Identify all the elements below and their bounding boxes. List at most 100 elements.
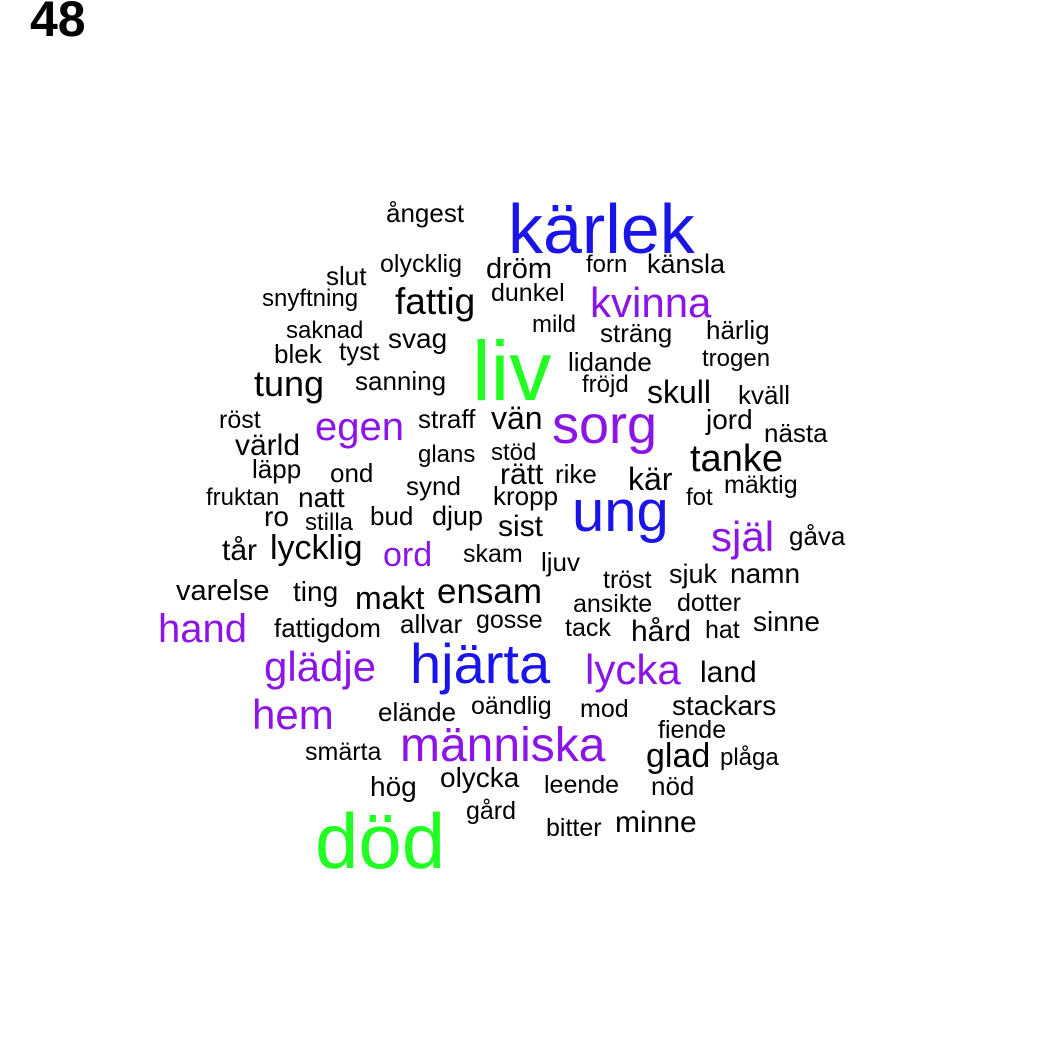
word-6: människa — [400, 719, 606, 772]
word-27: saknad — [286, 317, 363, 344]
word-33: tung — [254, 363, 324, 404]
word-10: hem — [252, 691, 334, 738]
word-85: elände — [378, 697, 456, 727]
word-92: plåga — [720, 744, 779, 771]
word-36: skull — [647, 374, 711, 410]
word-15: ångest — [386, 198, 465, 228]
word-86: oändlig — [471, 692, 552, 720]
word-12: egen — [315, 405, 404, 449]
word-71: varelse — [176, 575, 270, 607]
word-16: olycklig — [380, 250, 462, 278]
word-65: lycklig — [270, 529, 363, 567]
word-1: liv — [472, 324, 551, 418]
word-17: dröm — [486, 253, 552, 285]
word-78: allvar — [400, 609, 462, 639]
word-20: slut — [326, 261, 367, 291]
word-64: tår — [222, 534, 257, 567]
word-75: ansikte — [573, 590, 652, 618]
word-42: nästa — [764, 418, 828, 448]
word-40: vän — [491, 400, 543, 436]
word-98: bitter — [546, 814, 602, 842]
word-8: glädje — [264, 643, 376, 690]
word-54: natt — [298, 482, 345, 513]
word-82: hat — [705, 616, 740, 644]
word-58: ro — [264, 501, 289, 532]
word-74: ensam — [437, 572, 542, 611]
word-77: fattigdom — [274, 613, 381, 643]
word-22: fattig — [395, 281, 475, 322]
word-51: kär — [628, 461, 673, 497]
word-34: sanning — [355, 366, 446, 396]
word-18: forn — [586, 251, 627, 278]
word-80: tack — [565, 614, 611, 642]
word-26: härlig — [706, 315, 770, 345]
word-63: gåva — [789, 521, 846, 551]
word-32: trogen — [702, 345, 770, 372]
word-44: glans — [418, 441, 475, 468]
word-84: land — [700, 656, 757, 689]
word-5: sorg — [552, 395, 657, 455]
word-41: jord — [705, 404, 753, 435]
word-7: kvinna — [590, 279, 712, 326]
word-97: gård — [466, 797, 516, 825]
word-31: lidande — [568, 347, 652, 377]
word-4: ung — [572, 479, 669, 544]
word-59: stilla — [305, 509, 354, 536]
word-90: smärta — [305, 738, 382, 766]
word-38: röst — [219, 406, 261, 434]
word-61: djup — [432, 501, 483, 531]
word-52: mäktig — [724, 471, 798, 499]
word-56: kropp — [493, 481, 558, 511]
word-91: glad — [646, 737, 710, 775]
word-24: mild — [532, 311, 576, 338]
word-9: lycka — [585, 646, 681, 693]
word-53: fruktan — [206, 484, 279, 511]
word-57: fot — [686, 484, 713, 511]
word-19: känsla — [647, 249, 726, 279]
word-21: snyftning — [262, 285, 358, 312]
word-46: tanke — [690, 438, 783, 480]
word-29: blek — [274, 339, 323, 369]
word-43: värld — [235, 429, 300, 462]
word-30: tyst — [339, 336, 380, 366]
word-47: läpp — [252, 454, 301, 484]
word-23: dunkel — [491, 279, 565, 307]
word-13: själ — [711, 513, 774, 560]
word-50: rike — [555, 459, 597, 489]
word-68: sjuk — [669, 559, 718, 589]
word-94: hög — [370, 771, 417, 802]
word-93: olycka — [440, 762, 520, 793]
word-89: fiende — [658, 716, 726, 744]
word-48: ond — [330, 458, 373, 488]
word-39: straff — [418, 404, 476, 434]
word-55: synd — [406, 471, 461, 501]
word-76: dotter — [677, 589, 741, 617]
word-62: sist — [498, 510, 544, 543]
word-73: makt — [355, 580, 424, 616]
word-3: hjärta — [410, 632, 551, 695]
word-87: mod — [580, 695, 629, 723]
word-45: stöd — [491, 439, 536, 466]
word-0: död — [315, 797, 445, 885]
word-28: svag — [388, 323, 447, 354]
word-81: hård — [631, 615, 691, 648]
word-66: skam — [463, 540, 523, 568]
word-72: ting — [293, 576, 338, 607]
word-2: kärlek — [508, 190, 696, 268]
panel-label: 48 — [30, 0, 86, 47]
word-99: minne — [615, 806, 697, 839]
word-25: sträng — [600, 318, 672, 348]
word-83: sinne — [753, 606, 820, 637]
word-70: tröst — [603, 566, 652, 594]
word-95: leende — [544, 771, 619, 799]
word-14: ord — [383, 536, 432, 574]
word-35: fröjd — [582, 371, 629, 398]
word-11: hand — [158, 607, 247, 651]
word-67: ljuv — [541, 547, 580, 577]
word-49: rätt — [500, 458, 544, 491]
word-60: bud — [370, 501, 413, 531]
word-88: stackars — [672, 690, 776, 721]
word-96: nöd — [651, 771, 694, 801]
